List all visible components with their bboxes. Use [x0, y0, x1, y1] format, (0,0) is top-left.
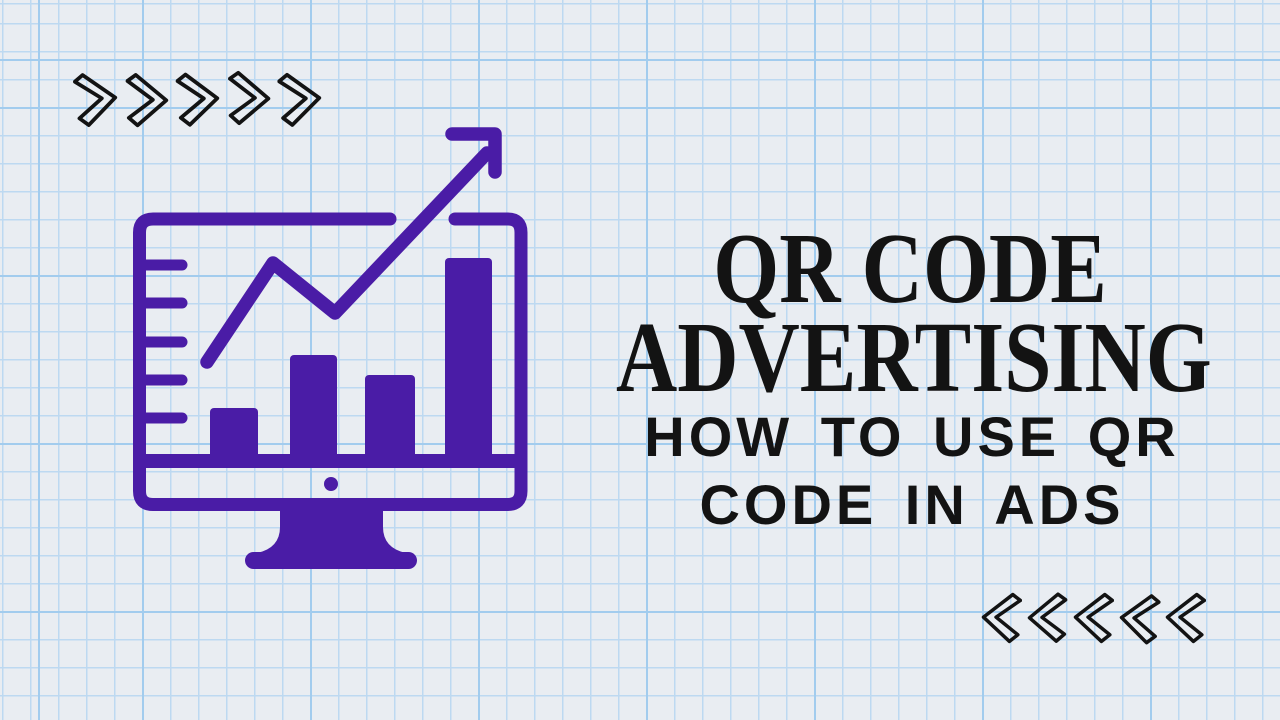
chevron-right-icon	[277, 69, 323, 129]
chevron-left-icon	[1073, 588, 1114, 648]
page-title-line-1: QR CODE	[713, 212, 1107, 324]
page-title-line-2: ADVERTISING	[616, 301, 1212, 413]
page-title: QR CODE ADVERTISING	[616, 212, 1212, 413]
monitor-growth-chart-icon	[118, 118, 562, 578]
chevron-right-icon	[175, 70, 220, 130]
page-subtitle-line-1: HOW TO USE QR	[644, 405, 1180, 468]
chevron-right-icon	[124, 70, 170, 130]
chevrons-right-group	[72, 68, 323, 130]
page-subtitle-line-2: CODE IN ADS	[699, 473, 1125, 536]
chevron-right-icon	[226, 68, 273, 129]
chevrons-left-group	[981, 588, 1206, 648]
chevron-left-icon	[1026, 587, 1069, 648]
chevron-left-icon	[1118, 588, 1161, 649]
chevron-left-icon	[981, 588, 1022, 648]
chevron-right-icon	[72, 69, 119, 130]
page-subtitle: HOW TO USE QR CODE IN ADS	[560, 403, 1260, 539]
chevron-left-icon	[1165, 588, 1206, 648]
